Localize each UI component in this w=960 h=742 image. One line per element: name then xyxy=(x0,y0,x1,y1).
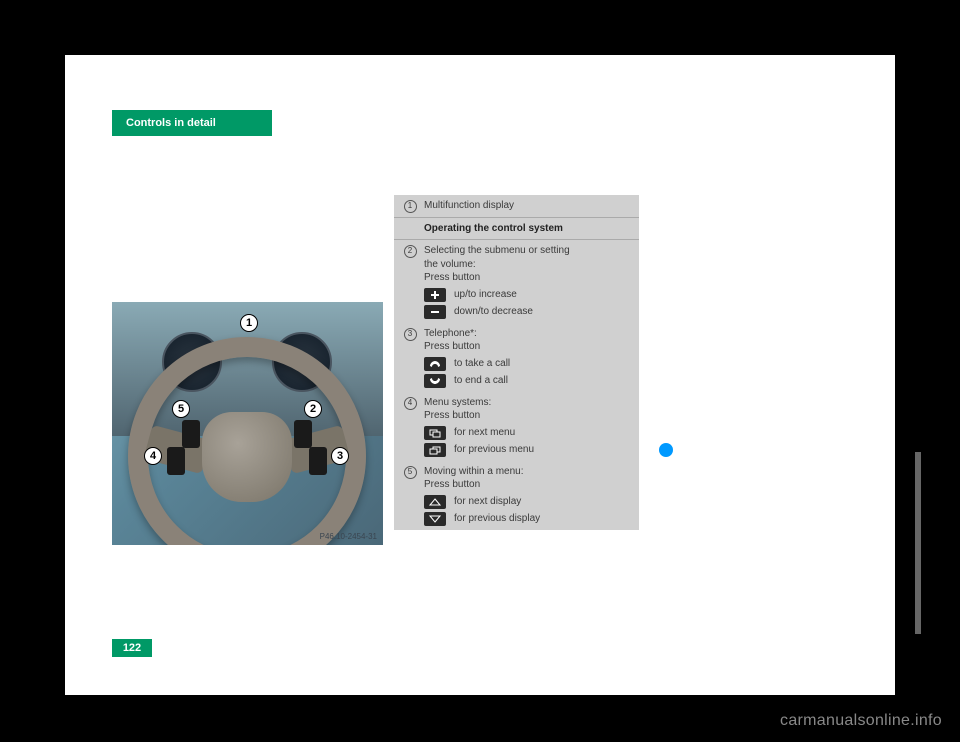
circle-2: 2 xyxy=(404,245,417,258)
section-tab: Controls in detail xyxy=(112,110,272,136)
callout-1: 1 xyxy=(240,314,258,332)
image-code: P46.10-2454-31 xyxy=(320,532,377,541)
plus-icon xyxy=(424,288,446,302)
prev-menu-icon xyxy=(424,443,446,457)
button-cluster-right-lower xyxy=(309,447,327,475)
callout-2: 2 xyxy=(304,400,322,418)
circle-1: 1 xyxy=(404,200,417,213)
icon-row-next-menu: for next menu xyxy=(424,426,631,440)
button-cluster-left-upper xyxy=(182,420,200,448)
table-row-5: 5 Moving within a menu: Press button for… xyxy=(394,461,639,530)
minus-icon xyxy=(424,305,446,319)
section-title: Controls in detail xyxy=(126,117,216,129)
page-number: 122 xyxy=(112,639,152,657)
plus-label: up/to increase xyxy=(454,288,517,302)
row5-content: Moving within a menu: Press button for n… xyxy=(420,465,631,526)
row4-line1: Menu systems: xyxy=(424,396,631,410)
icon-row-plus: up/to increase xyxy=(424,288,631,302)
phone-end-icon xyxy=(424,374,446,388)
watermark: carmanualsonline.info xyxy=(780,712,942,730)
prev-menu-label: for previous menu xyxy=(454,443,534,457)
row3-line1: Telephone*: xyxy=(424,327,631,341)
icon-row-next-display: for next display xyxy=(424,495,631,509)
info-icon xyxy=(659,443,673,457)
row2-line2: the volume: xyxy=(424,258,631,272)
row2-content: Selecting the submenu or setting the vol… xyxy=(420,244,631,319)
phone-take-icon xyxy=(424,357,446,371)
circle-4: 4 xyxy=(404,397,417,410)
table-row-2: 2 Selecting the submenu or setting the v… xyxy=(394,240,639,323)
row5-line2: Press button xyxy=(424,478,631,492)
circle-3: 3 xyxy=(404,328,417,341)
icon-row-minus: down/to decrease xyxy=(424,305,631,319)
callout-4: 4 xyxy=(144,447,162,465)
row2-line1: Selecting the submenu or setting xyxy=(424,244,631,258)
table-row-4: 4 Menu systems: Press button for next me… xyxy=(394,392,639,461)
wheel-hub xyxy=(202,412,292,502)
next-menu-label: for next menu xyxy=(454,426,515,440)
take-call-label: to take a call xyxy=(454,357,510,371)
callout-3: 3 xyxy=(331,447,349,465)
row1-label: Multifunction display xyxy=(420,199,631,213)
next-display-label: for next display xyxy=(454,495,521,509)
up-icon xyxy=(424,495,446,509)
steering-wheel-figure: 1 2 3 4 5 P46.10-2454-31 xyxy=(112,302,383,545)
row4-line2: Press button xyxy=(424,409,631,423)
row-number: 3 xyxy=(400,327,420,341)
down-icon xyxy=(424,512,446,526)
row3-line2: Press button xyxy=(424,340,631,354)
icon-row-take-call: to take a call xyxy=(424,357,631,371)
manual-page: Controls in detail 1 2 3 4 5 P46.10-2454… xyxy=(65,55,895,695)
row-number: 4 xyxy=(400,396,420,410)
icon-row-end-call: to end a call xyxy=(424,374,631,388)
row-number: 5 xyxy=(400,465,420,479)
minus-label: down/to decrease xyxy=(454,305,533,319)
margin-bar xyxy=(915,452,921,634)
icon-row-prev-menu: for previous menu xyxy=(424,443,631,457)
prev-display-label: for previous display xyxy=(454,512,540,526)
table-row-1: 1 Multifunction display xyxy=(394,195,639,217)
end-call-label: to end a call xyxy=(454,374,508,388)
circle-5: 5 xyxy=(404,466,417,479)
row4-content: Menu systems: Press button for next menu… xyxy=(420,396,631,457)
callout-5: 5 xyxy=(172,400,190,418)
button-cluster-left-lower xyxy=(167,447,185,475)
row-number: 1 xyxy=(400,199,420,213)
row5-line1: Moving within a menu: xyxy=(424,465,631,479)
row3-content: Telephone*: Press button to take a call … xyxy=(420,327,631,388)
icon-row-prev-display: for previous display xyxy=(424,512,631,526)
next-menu-icon xyxy=(424,426,446,440)
row2-line3: Press button xyxy=(424,271,631,285)
row-number: 2 xyxy=(400,244,420,258)
table-heading: Operating the control system xyxy=(394,217,639,240)
button-cluster-right-upper xyxy=(294,420,312,448)
control-system-table: 1 Multifunction display Operating the co… xyxy=(394,195,639,530)
table-row-3: 3 Telephone*: Press button to take a cal… xyxy=(394,323,639,392)
